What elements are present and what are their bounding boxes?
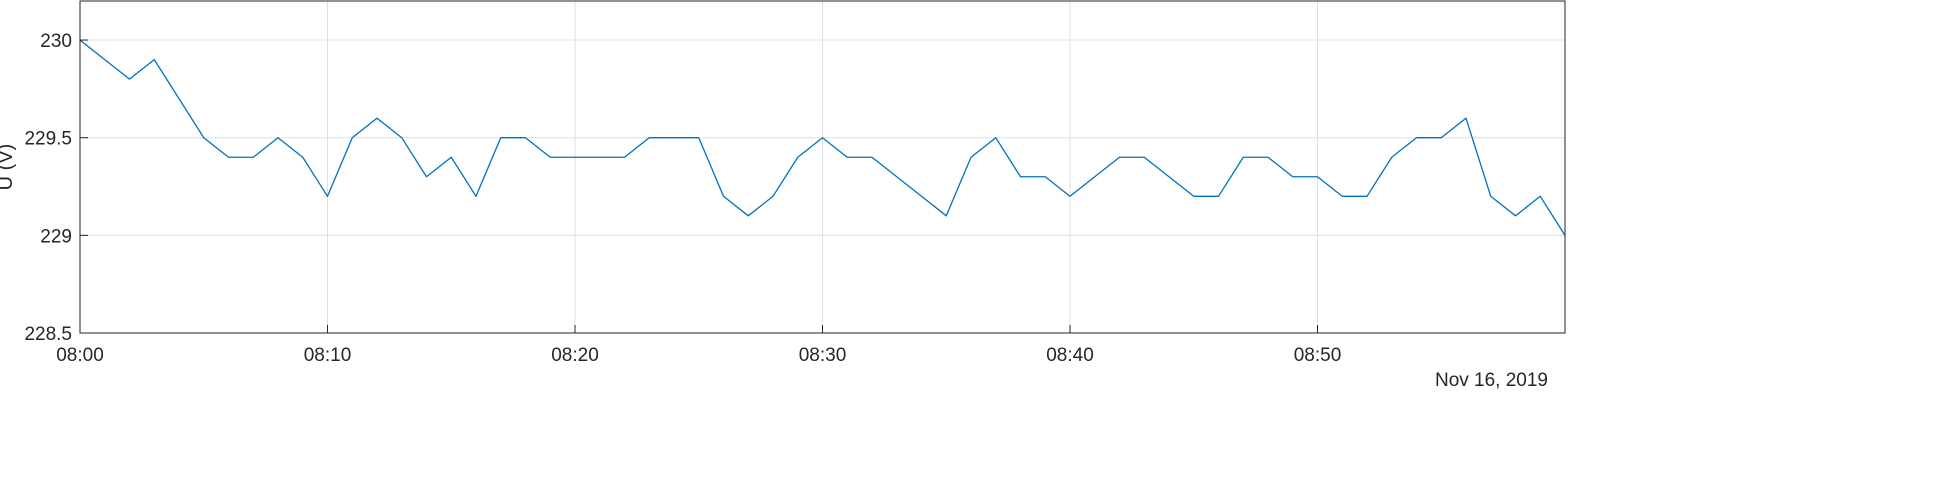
- y-axis-label: U (V): [0, 144, 17, 191]
- y-tick-label-229-5: 229.5: [24, 129, 72, 150]
- x-tick-label-08-40: 08:40: [1046, 345, 1094, 366]
- x-tick-label-08-10: 08:10: [304, 345, 352, 366]
- y-axis: 228.5 229 229.5 230: [24, 31, 88, 345]
- series-line-voltage: [79, 39, 1566, 236]
- y-tick-label-229: 229: [40, 226, 72, 247]
- y-tick-label-230: 230: [40, 31, 72, 52]
- x-tick-label-08-50: 08:50: [1294, 345, 1342, 366]
- x-tick-label-08-00: 08:00: [56, 345, 104, 366]
- y-tick-label-228-5: 228.5: [24, 324, 72, 345]
- date-label: Nov 16, 2019: [1435, 370, 1548, 391]
- x-tick-label-08-30: 08:30: [799, 345, 847, 366]
- x-axis: 08:00 08:10 08:20 08:30 08:40 08:50: [56, 325, 1341, 366]
- x-tick-label-08-20: 08:20: [551, 345, 599, 366]
